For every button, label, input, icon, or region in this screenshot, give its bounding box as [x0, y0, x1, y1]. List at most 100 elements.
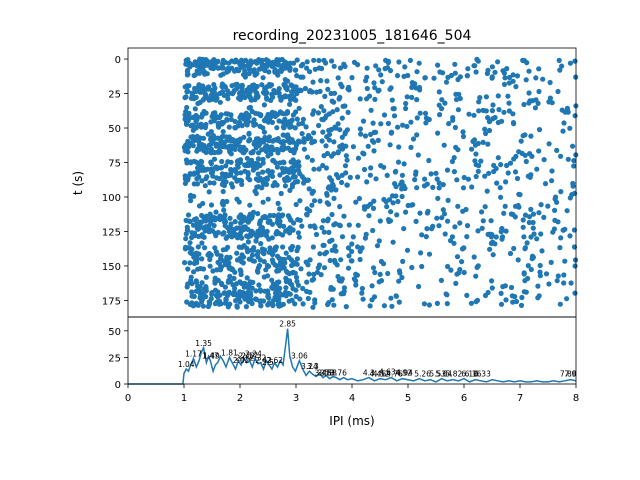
- raster-point: [434, 300, 440, 306]
- raster-point: [199, 219, 205, 225]
- raster-point: [225, 65, 231, 71]
- raster-point: [202, 124, 208, 131]
- raster-point: [214, 251, 220, 257]
- histogram-line: [128, 328, 577, 385]
- raster-point: [549, 100, 555, 106]
- raster-point: [260, 75, 266, 81]
- raster-point: [228, 151, 234, 157]
- raster-point: [510, 111, 516, 117]
- raster-point: [451, 155, 457, 161]
- raster-point: [364, 85, 370, 92]
- raster-point: [265, 153, 271, 159]
- raster-point: [549, 178, 555, 184]
- raster-point: [413, 218, 419, 224]
- raster-point: [226, 124, 232, 130]
- raster-point: [389, 303, 395, 309]
- raster-point: [507, 250, 514, 257]
- raster-point: [272, 110, 278, 116]
- raster-point: [215, 229, 221, 236]
- raster-point: [536, 210, 542, 216]
- raster-point: [249, 285, 255, 291]
- raster-point: [253, 238, 259, 244]
- raster-point: [504, 162, 510, 169]
- raster-point: [237, 90, 243, 97]
- raster-point: [288, 118, 294, 125]
- raster-point: [206, 299, 212, 305]
- raster-point: [202, 167, 209, 173]
- raster-point: [183, 94, 189, 100]
- raster-point: [301, 146, 307, 152]
- raster-point: [442, 231, 448, 237]
- raster-point: [366, 213, 372, 219]
- raster-point: [437, 69, 443, 75]
- raster-point: [292, 270, 298, 276]
- histogram-x-tick-label: 8: [573, 393, 579, 404]
- raster-point: [373, 176, 379, 182]
- raster-point: [191, 123, 197, 130]
- raster-point: [275, 150, 281, 156]
- raster-point: [319, 225, 325, 231]
- raster-point: [557, 245, 563, 251]
- raster-point: [554, 147, 560, 153]
- raster-point: [269, 300, 275, 306]
- raster-point: [407, 57, 413, 64]
- raster-point: [254, 70, 260, 77]
- raster-point: [202, 62, 208, 68]
- raster-point: [473, 69, 479, 75]
- raster-point: [567, 125, 573, 131]
- raster-point: [190, 136, 196, 142]
- raster-point: [394, 73, 401, 79]
- raster-point: [294, 261, 300, 267]
- raster-point: [281, 82, 287, 88]
- raster-point: [238, 259, 245, 265]
- raster-point: [259, 246, 265, 252]
- raster-point: [212, 217, 218, 223]
- raster-point: [385, 60, 391, 66]
- raster-point: [226, 228, 232, 235]
- raster-point: [337, 65, 344, 71]
- raster-point: [259, 147, 265, 153]
- raster-point: [452, 61, 458, 67]
- raster-point: [485, 67, 491, 73]
- raster-point: [359, 285, 365, 292]
- raster-point: [327, 238, 333, 244]
- raster-point: [377, 271, 383, 277]
- raster-point: [286, 226, 292, 232]
- raster-point: [361, 166, 368, 173]
- peak-label: 4.94: [396, 369, 413, 378]
- raster-point: [445, 263, 451, 270]
- raster-point: [532, 105, 539, 111]
- raster-point: [422, 110, 429, 116]
- raster-point: [511, 156, 517, 162]
- raster-point: [258, 177, 264, 183]
- raster-point: [561, 272, 567, 278]
- raster-point: [325, 216, 331, 222]
- raster-point: [514, 73, 521, 79]
- raster-point: [289, 184, 295, 190]
- raster-point: [559, 63, 565, 69]
- raster-point: [498, 301, 505, 307]
- raster-point: [327, 257, 333, 264]
- raster-point: [421, 301, 427, 307]
- raster-point: [247, 202, 253, 208]
- raster-point: [245, 171, 251, 177]
- raster-point: [249, 252, 256, 258]
- peak-label: 4.76: [386, 370, 403, 379]
- raster-point: [565, 156, 571, 162]
- raster-point: [521, 101, 527, 108]
- raster-point: [341, 285, 347, 291]
- raster-point: [366, 93, 373, 99]
- raster-point: [212, 62, 218, 68]
- histogram-x-tick-label: 1: [181, 393, 187, 404]
- raster-point: [275, 267, 281, 273]
- raster-point: [238, 271, 244, 278]
- raster-point: [476, 108, 482, 114]
- histogram-x-tick-label: 3: [293, 393, 299, 404]
- raster-point: [497, 185, 503, 191]
- raster-point: [500, 284, 506, 290]
- raster-point: [239, 235, 245, 241]
- raster-point: [286, 298, 292, 304]
- peak-label: 1.35: [195, 339, 212, 348]
- raster-point: [297, 171, 303, 177]
- raster-point: [363, 231, 369, 237]
